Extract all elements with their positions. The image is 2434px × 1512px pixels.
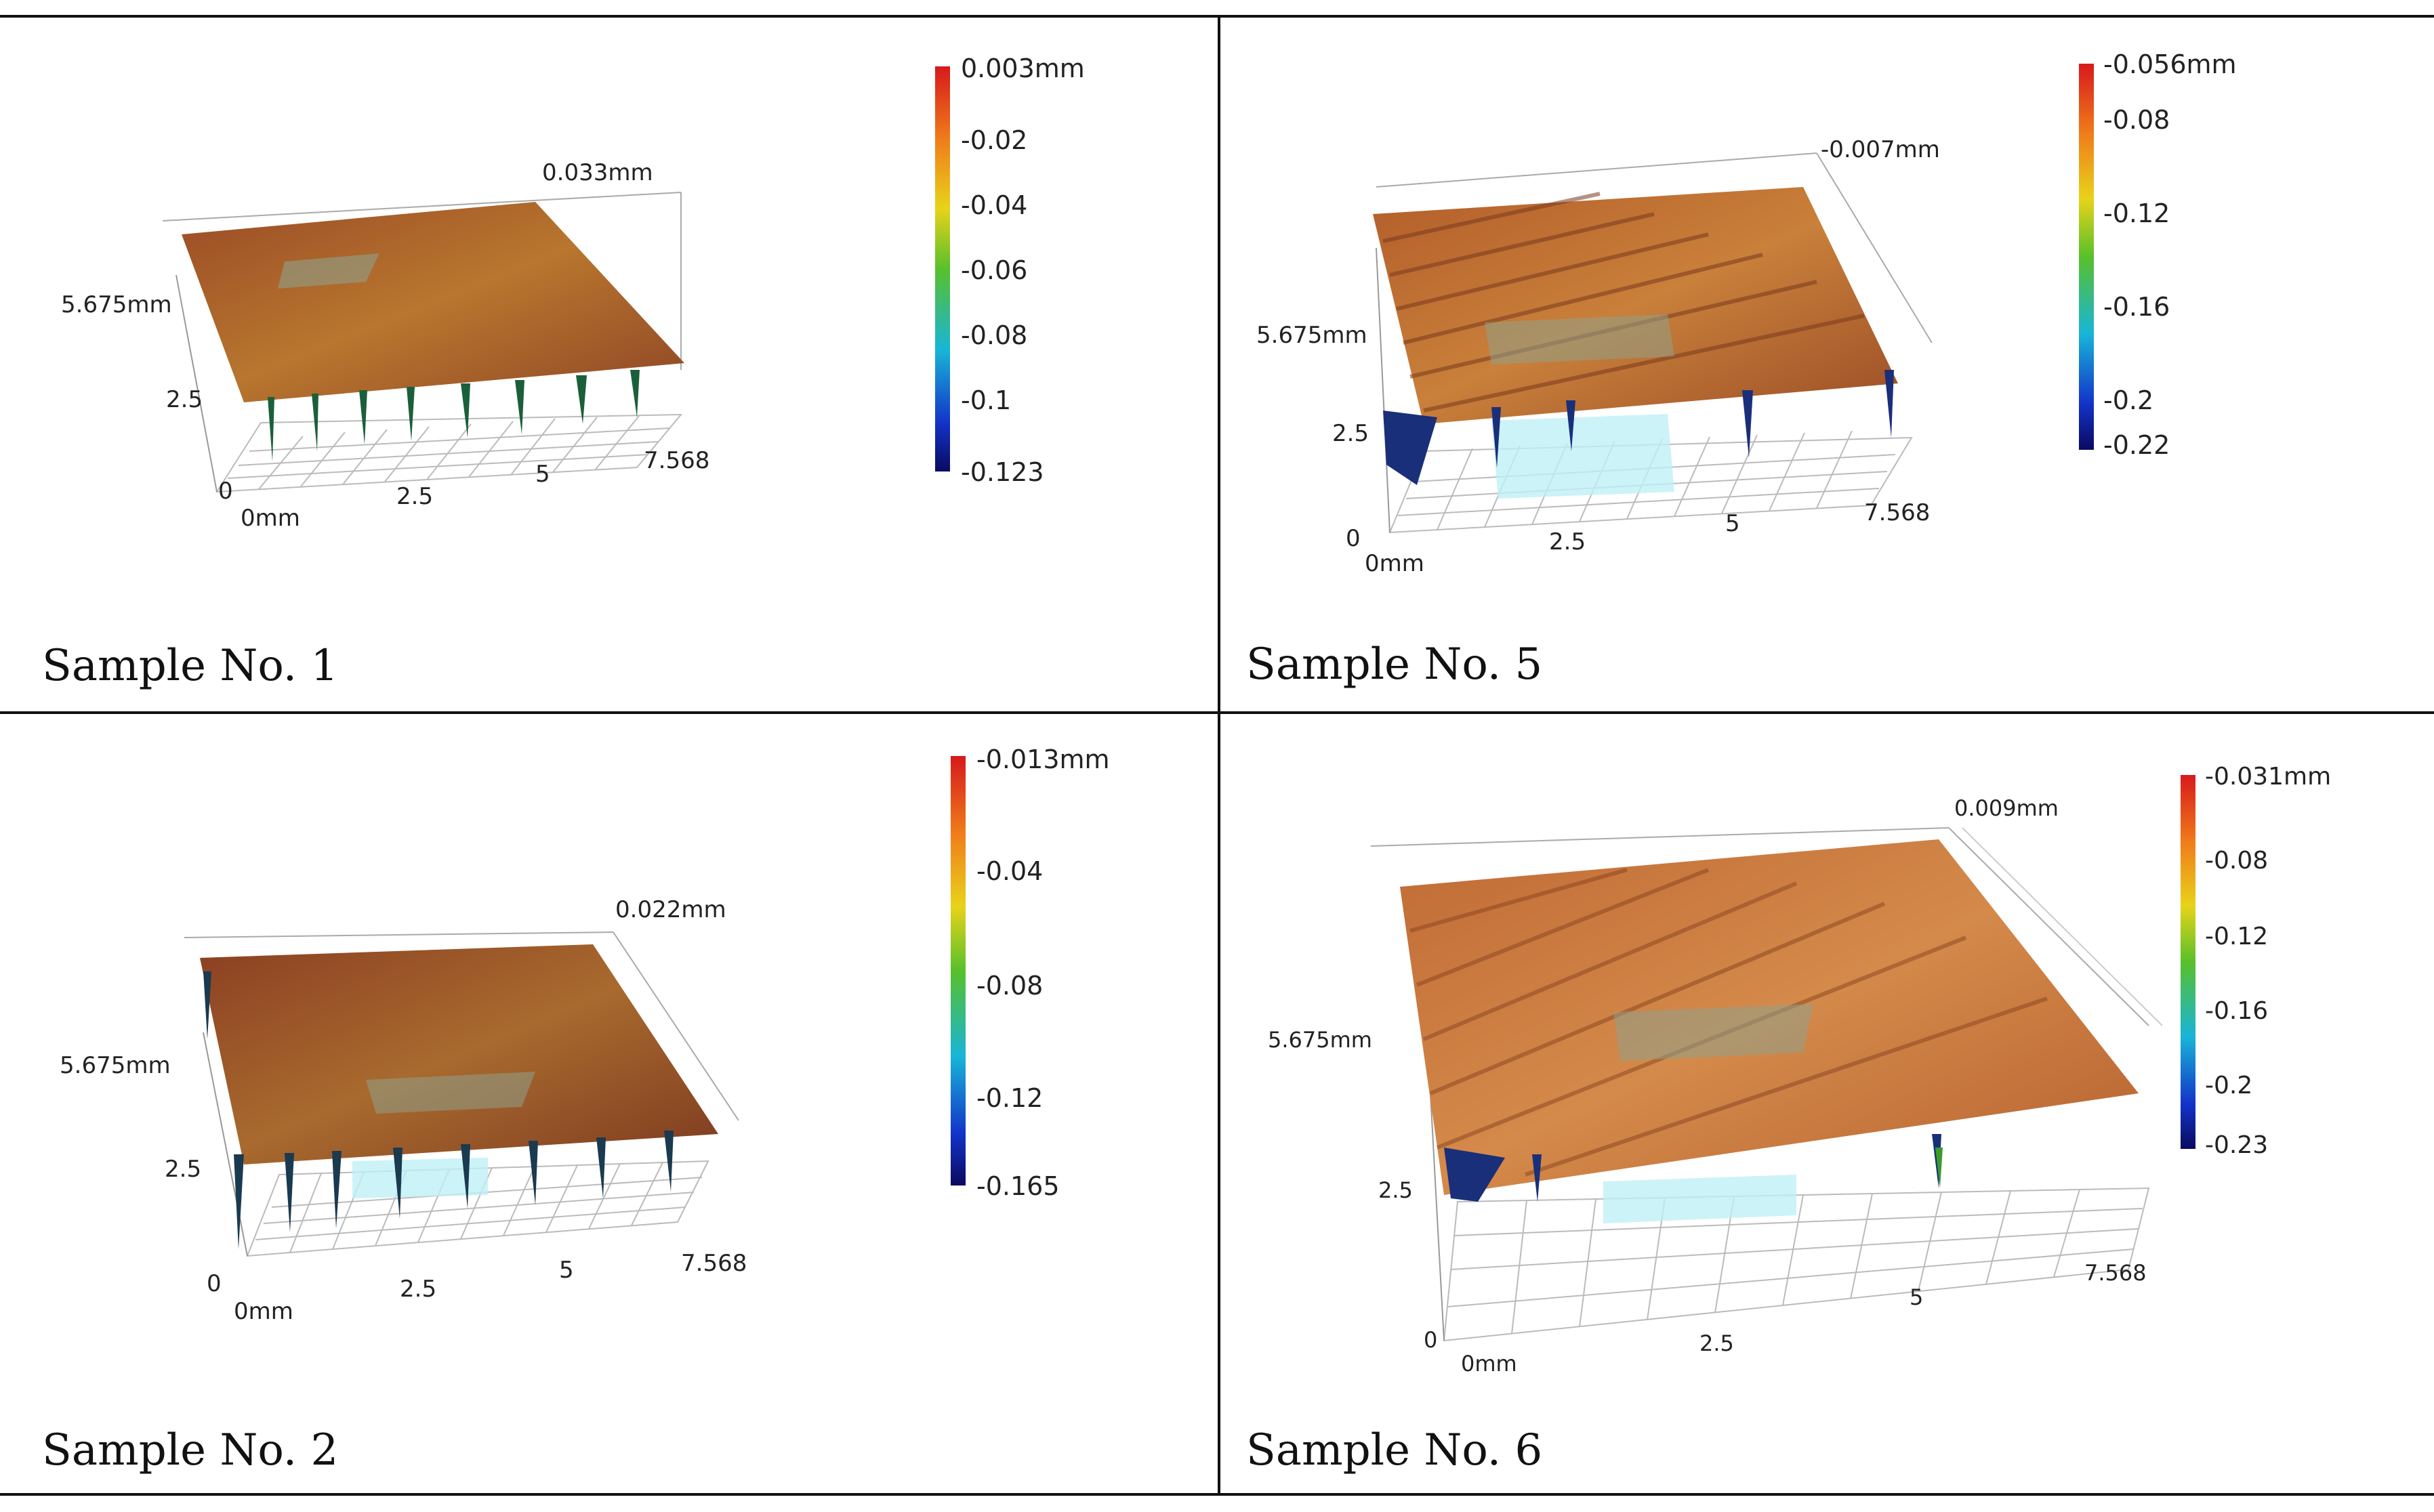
floor-grid <box>215 413 683 493</box>
y-tick-label: 2.5 <box>1332 420 1369 447</box>
surface-mesh <box>1373 187 1898 424</box>
table-vertical-divider <box>1218 15 1220 1496</box>
surface-spikes <box>268 370 640 461</box>
surface-spikes <box>203 971 674 1249</box>
colorbar-tick-label: -0.06 <box>961 255 1027 285</box>
colorbar-tick-label: -0.08 <box>2205 847 2268 875</box>
floor-grid <box>1443 1187 2150 1342</box>
colorbar-tick-label: -0.12 <box>976 1083 1043 1113</box>
y-tick-label: 2.5 <box>165 1156 201 1183</box>
y-axis-label: 5.675mm <box>60 1052 171 1079</box>
colorbar-tick-label: -0.08 <box>2103 105 2170 135</box>
surface-mesh <box>200 944 718 1164</box>
colorbar-tick-label: -0.1 <box>961 385 1011 415</box>
surface-plot-sample-6: 0.009mm 5.675mm 2.5 0 0mm 2.5 5 7.568 -0… <box>1268 763 2331 1377</box>
colorbar <box>935 66 950 471</box>
x-origin-label: 0mm <box>1365 550 1424 577</box>
panel-sample-1: 0.033mm 5.675mm 2.5 0 0mm 2.5 5 7.568 0.… <box>0 18 1218 711</box>
colorbar-tick-label: -0.08 <box>976 971 1043 1001</box>
colorbar-min-label: -0.23 <box>2205 1131 2268 1159</box>
x-tick-label: 7.568 <box>681 1250 747 1277</box>
y-tick-label: 2.5 <box>1378 1177 1413 1203</box>
caption-sample-5: Sample No. 5 <box>1246 639 1543 690</box>
colorbar-tick-label: -0.02 <box>961 125 1027 155</box>
surface-mesh <box>182 202 684 402</box>
origin-label: 0 <box>1424 1327 1437 1353</box>
colorbar-tick-label: -0.12 <box>2205 923 2268 950</box>
colorbar-min-label: -0.123 <box>961 457 1044 487</box>
y-axis-label: 5.675mm <box>1256 322 1367 349</box>
colorbar-max-label: -0.013mm <box>976 744 1110 774</box>
x-tick-label: 2.5 <box>400 1276 436 1303</box>
z-top-label: 0.033mm <box>542 159 653 186</box>
colorbar-tick-label: -0.12 <box>2103 198 2170 228</box>
z-top-label: 0.009mm <box>1954 795 2059 821</box>
colorbar-tick-label: -0.2 <box>2103 385 2153 415</box>
colorbar-tick-label: -0.04 <box>961 190 1027 220</box>
x-tick-label: 5 <box>559 1257 574 1284</box>
origin-label: 0 <box>218 478 233 505</box>
panel-sample-6: 0.009mm 5.675mm 2.5 0 0mm 2.5 5 7.568 -0… <box>1220 714 2434 1493</box>
x-origin-label: 0mm <box>1461 1351 1517 1377</box>
surface-plot-sample-1: 0.033mm 5.675mm 2.5 0 0mm 2.5 5 7.568 0.… <box>61 54 1085 532</box>
y-axis-label: 5.675mm <box>61 291 172 318</box>
panel-sample-5: -0.007mm 5.675mm 2.5 0 0mm 2.5 5 7.568 -… <box>1220 18 2434 711</box>
origin-label: 0 <box>1346 525 1361 552</box>
x-tick-label: 7.568 <box>1864 499 1930 526</box>
colorbar <box>2181 775 2195 1149</box>
z-top-label: -0.007mm <box>1821 136 1940 163</box>
y-tick-label: 2.5 <box>166 386 203 413</box>
surface-spikes <box>1383 370 1894 485</box>
table-bottom-rule <box>0 1493 2434 1496</box>
surface-plot-sample-2: 0.022mm 5.675mm 2.5 0 0mm 2.5 5 7.568 -0… <box>60 744 1110 1325</box>
x-tick-label: 5 <box>1910 1284 1923 1310</box>
x-tick-label: 7.568 <box>2084 1260 2147 1286</box>
x-tick-label: 2.5 <box>1699 1330 1734 1356</box>
colorbar-max-label: -0.031mm <box>2205 763 2331 791</box>
x-tick-label: 5 <box>535 461 550 488</box>
x-origin-label: 0mm <box>241 505 300 532</box>
x-origin-label: 0mm <box>234 1298 293 1325</box>
table-top-rule <box>0 15 2434 18</box>
x-tick-label: 2.5 <box>396 483 433 510</box>
colorbar-tick-label: -0.2 <box>2205 1072 2252 1099</box>
x-tick-label: 2.5 <box>1549 528 1586 555</box>
colorbar-min-label: -0.165 <box>976 1171 1060 1201</box>
colorbar-tick-label: -0.16 <box>2205 997 2268 1025</box>
colorbar-tick-label: -0.16 <box>2103 292 2170 322</box>
z-top-label: 0.022mm <box>615 896 726 923</box>
colorbar <box>951 756 966 1185</box>
x-tick-label: 5 <box>1725 510 1740 537</box>
y-axis-label: 5.675mm <box>1268 1027 1372 1053</box>
colorbar-max-label: -0.056mm <box>2103 49 2237 79</box>
table-middle-rule <box>0 711 2434 714</box>
surface-plot-sample-5: -0.007mm 5.675mm 2.5 0 0mm 2.5 5 7.568 -… <box>1256 49 2237 577</box>
panel-sample-2: 0.022mm 5.675mm 2.5 0 0mm 2.5 5 7.568 -0… <box>0 714 1218 1493</box>
colorbar-max-label: 0.003mm <box>961 54 1085 83</box>
caption-sample-6: Sample No. 6 <box>1246 1425 1543 1475</box>
colorbar <box>2079 64 2094 450</box>
caption-sample-1: Sample No. 1 <box>42 641 339 691</box>
colorbar-tick-label: -0.04 <box>976 856 1043 886</box>
caption-sample-2: Sample No. 2 <box>42 1425 339 1475</box>
x-tick-label: 7.568 <box>644 447 709 474</box>
colorbar-min-label: -0.22 <box>2103 430 2170 460</box>
origin-label: 0 <box>207 1270 222 1297</box>
colorbar-tick-label: -0.08 <box>961 320 1027 350</box>
